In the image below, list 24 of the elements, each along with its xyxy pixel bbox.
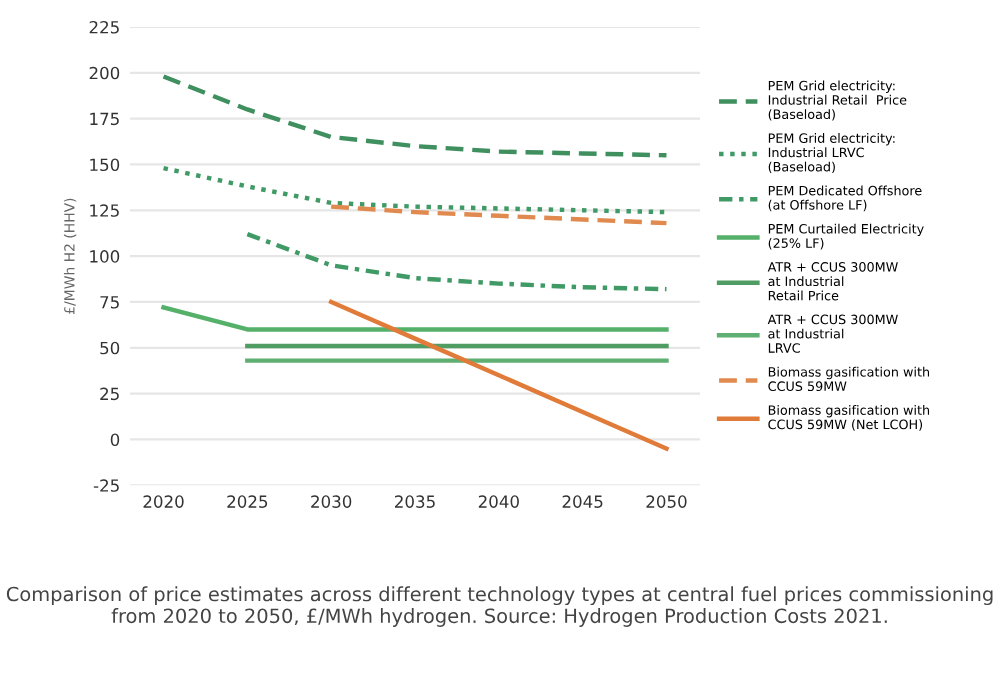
- text: Comparison of price estimates across different technology types at central fuel prices commissioning from 2020 to 2050, £/MWh hydrogen. Source: Hydrogen Production Costs 2021.: [6, 586, 993, 627]
- x-tick-label: 2045: [562, 495, 603, 508]
- y-tick-label: 50: [100, 341, 120, 355]
- y-tick-label: 175: [90, 112, 119, 126]
- x-tick-label: 2050: [646, 495, 687, 508]
- x-tick-label: 2025: [227, 495, 268, 508]
- x-tick-label: 2035: [395, 495, 435, 508]
- line-series: [161, 165, 669, 215]
- line-series: [328, 299, 669, 451]
- x-tick-label: 2030: [311, 495, 352, 508]
- line-series: [161, 74, 669, 158]
- y-tick-label: 100: [90, 250, 120, 263]
- line-series: [328, 204, 669, 226]
- y-tick-label: 25: [100, 387, 119, 401]
- line-series: [245, 231, 669, 292]
- y-tick-label: 0: [110, 433, 120, 447]
- x-tick-label: 2040: [478, 495, 519, 508]
- y-tick-label: 125: [90, 204, 119, 217]
- y-tick-label: 200: [89, 66, 120, 80]
- x-tick-label: 2020: [143, 495, 184, 508]
- y-tick-label: 225: [89, 20, 119, 34]
- y-tick-label: 150: [90, 158, 120, 172]
- y-tick-label: 75: [100, 296, 119, 309]
- y-tick-label: -25: [93, 479, 119, 492]
